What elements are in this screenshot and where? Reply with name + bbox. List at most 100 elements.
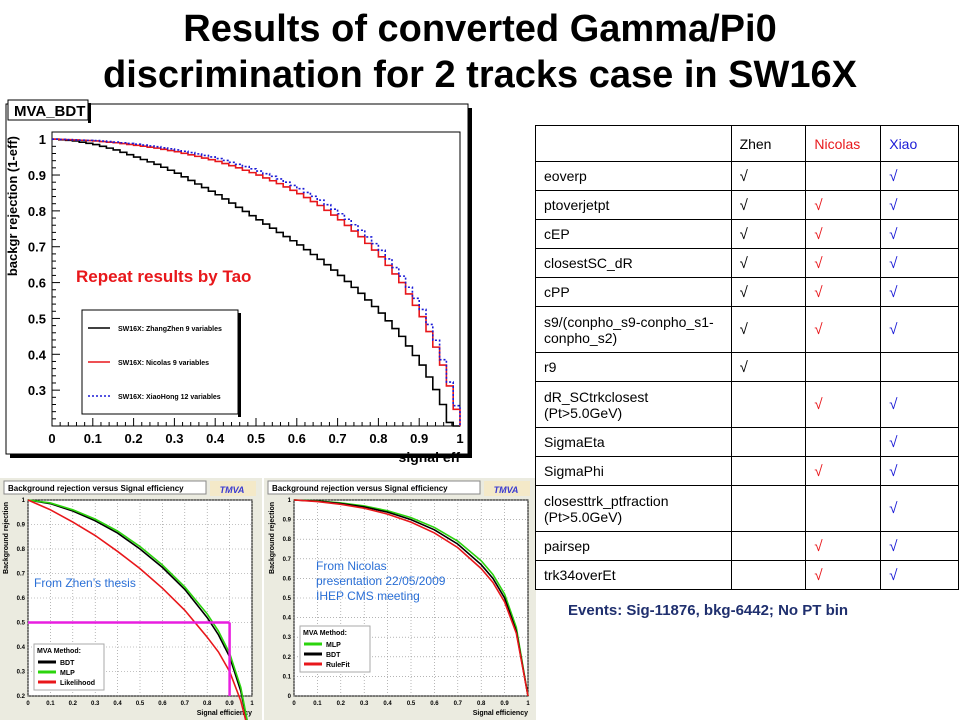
- cell-xiao: [880, 352, 959, 382]
- zhen-thesis-plot: Background rejection versus Signal effic…: [0, 478, 262, 720]
- cell-nicolas: √: [805, 381, 882, 428]
- cell-zhen: √: [730, 190, 807, 220]
- y-tick-label: 0.8: [17, 547, 26, 553]
- y-tick-label: 0.7: [283, 557, 292, 563]
- y-tick-label: 0.3: [28, 383, 46, 398]
- zhen-chart-svg: Background rejection versus Signal effic…: [0, 478, 262, 720]
- cell-nicolas: √: [805, 248, 882, 278]
- legend-shadow: [238, 313, 241, 417]
- cell-zhen: [730, 531, 807, 561]
- cell-variable: cEP: [535, 219, 732, 249]
- cell-xiao: √: [880, 190, 959, 220]
- cell-zhen: [730, 427, 807, 457]
- y-tick-label: 0.7: [17, 572, 26, 578]
- mva-bdt-plot: MVA_BDT 0 0.1 0.2 0.3 0.4 0.5 0.6 0.7 0.8 0.9 1 0.3 0…: [0, 98, 478, 468]
- table-row: ptoverjetpt √ √ √: [535, 190, 959, 220]
- title-line-1: Results of converted Gamma/Pi0: [183, 8, 777, 50]
- x-axis-label: Signal efficiency: [197, 710, 252, 717]
- y-axis-label: backgr rejection (1-eff): [5, 136, 20, 276]
- y-tick-label: 0.4: [17, 645, 26, 651]
- x-tick-label: 0.8: [369, 431, 387, 446]
- cell-variable: closestSC_dR: [535, 248, 732, 278]
- series-line-0: [52, 138, 460, 427]
- cell-variable: eoverp: [535, 161, 732, 191]
- cell-zhen: [730, 560, 807, 590]
- frame-shadow-bottom: [10, 454, 472, 458]
- x-tick-label: 0.6: [430, 701, 439, 707]
- y-tick-label: 0.7: [28, 240, 46, 255]
- y-tick-label: 0.5: [28, 311, 46, 326]
- cell-nicolas: [805, 352, 882, 382]
- table-header-blank: [535, 125, 732, 162]
- table-header-nicolas: Nicolas: [805, 125, 882, 162]
- y-tick-label: 0: [288, 694, 292, 700]
- cell-zhen: [730, 456, 807, 486]
- cell-variable: cPP: [535, 277, 732, 307]
- x-tick-label: 0.2: [69, 701, 78, 707]
- events-note: Events: Sig-11876, bkg-6442; No PT bin: [568, 602, 849, 619]
- logo-bg: [484, 481, 530, 496]
- table-row: s9/(conpho_s9-conpho_s1-conpho_s2) √ √ √: [535, 306, 959, 353]
- cell-variable: pairsep: [535, 531, 732, 561]
- cell-variable: SigmaEta: [535, 427, 732, 457]
- logo-bg: [210, 481, 256, 496]
- cell-nicolas: √: [805, 456, 882, 486]
- cell-xiao: √: [880, 485, 959, 532]
- y-axis-label: Background rejection: [3, 502, 10, 574]
- title-line-2: discrimination for 2 tracks case in SW16…: [103, 54, 857, 96]
- x-tick-label: 0: [26, 701, 30, 707]
- table-row: pairsep √ √: [535, 531, 959, 561]
- y-tick-label: 0.9: [28, 168, 46, 183]
- x-tick-label: 0.3: [91, 701, 100, 707]
- cell-xiao: √: [880, 531, 959, 561]
- x-tick-label: 0.5: [136, 701, 145, 707]
- legend-label-2: Likelihood: [60, 680, 95, 687]
- cell-nicolas: [805, 485, 882, 532]
- chart-title: Background rejection versus Signal effic…: [8, 484, 184, 493]
- legend-label-1: SW16X: Nicolas 9 variables: [118, 360, 209, 367]
- title-bar: [3, 480, 207, 495]
- cell-xiao: √: [880, 560, 959, 590]
- cell-zhen: √: [730, 306, 807, 353]
- cell-zhen: √: [730, 352, 807, 382]
- table-row: closestSC_dR √ √ √: [535, 248, 959, 278]
- cell-nicolas: [805, 161, 882, 191]
- x-tick-label: 0.3: [165, 431, 183, 446]
- table-row: cEP √ √ √: [535, 219, 959, 249]
- y-tick-label: 0.8: [283, 537, 292, 543]
- y-tick-label: 0.2: [283, 655, 292, 661]
- cell-variable: trk34overEt: [535, 560, 732, 590]
- y-tick-label: 0.6: [283, 576, 292, 582]
- series-line-2: [293, 499, 529, 697]
- title-bar: [267, 480, 481, 495]
- y-tick-label: 1: [288, 498, 292, 504]
- legend-label-1: BDT: [326, 652, 341, 659]
- annotation-note-line-2: IHEP CMS meeting: [316, 589, 420, 603]
- legend-label-2: SW16X: XiaoHong 12 variables: [118, 394, 221, 401]
- x-tick-label: 0.7: [181, 701, 190, 707]
- x-tick-label: 0.2: [125, 431, 143, 446]
- y-tick-label: 0.8: [28, 204, 46, 219]
- x-tick-label: 0.7: [329, 431, 347, 446]
- y-tick-label: 0.6: [28, 276, 46, 291]
- x-tick-label: 0.6: [158, 701, 167, 707]
- cell-xiao: √: [880, 456, 959, 486]
- table-row: closesttrk_ptfraction (Pt>5.0GeV) √: [535, 485, 959, 532]
- table-row: eoverp √ √: [535, 161, 959, 191]
- series-line-2: [52, 138, 461, 426]
- y-tick-label: 0.9: [17, 523, 26, 529]
- cell-nicolas: √: [805, 277, 882, 307]
- table-row: SigmaPhi √ √: [535, 456, 959, 486]
- table-row: cPP √ √ √: [535, 277, 959, 307]
- annotation-note-line-0: From Nicolas: [316, 559, 387, 573]
- x-tick-label: 0.5: [407, 701, 416, 707]
- y-tick-label: 0.3: [283, 635, 292, 641]
- x-axis-label: Signal efficiency: [473, 710, 528, 717]
- x-tick-label: 0.1: [46, 701, 55, 707]
- y-tick-label: 0.4: [28, 347, 47, 362]
- x-tick-label: 0: [48, 431, 55, 446]
- y-tick-label: 1: [22, 498, 26, 504]
- x-tick-label: 0.6: [288, 431, 306, 446]
- frame-shadow-right: [468, 108, 472, 458]
- nicolas-plot: Background rejection versus Signal effic…: [264, 478, 536, 720]
